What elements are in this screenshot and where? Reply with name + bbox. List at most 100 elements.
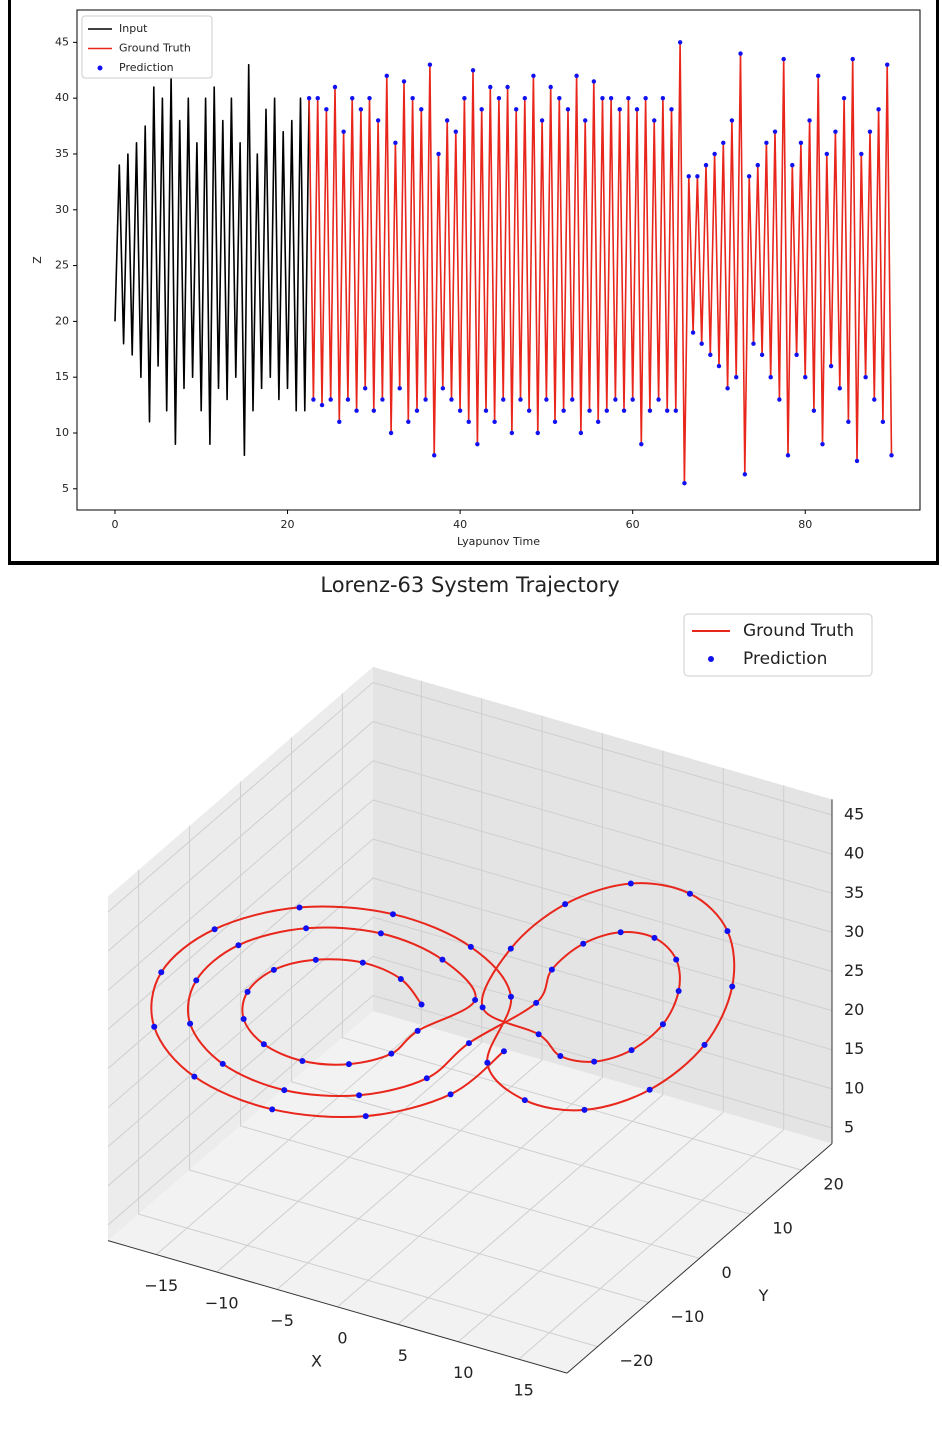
y-tick-label: 20 [823, 1175, 843, 1194]
chart-title: Lorenz-63 System Trajectory [320, 573, 619, 597]
legend-label: Ground Truth [743, 621, 854, 641]
plot-frame [76, 9, 921, 511]
prediction-point [651, 934, 658, 941]
grid-line [107, 760, 833, 991]
prediction-point [794, 352, 799, 358]
prediction-point [488, 84, 493, 90]
y-tick-label: 30 [55, 203, 69, 216]
prediction-point [574, 73, 579, 79]
prediction-point [219, 1060, 226, 1067]
prediction-point [686, 890, 693, 897]
x-tick-label: 0 [111, 518, 118, 531]
prediction-point [686, 174, 691, 179]
prediction-point [581, 1106, 588, 1113]
prediction-point [617, 107, 622, 112]
prediction-point [669, 107, 674, 112]
prediction-point [518, 397, 523, 402]
prediction-point [889, 453, 894, 458]
x-tick-label: 20 [281, 518, 295, 531]
prediction-point [306, 95, 312, 101]
prediction-point [414, 408, 420, 413]
prediction-point [187, 1020, 194, 1027]
prediction-point [484, 1059, 491, 1066]
prediction-point [608, 95, 614, 101]
grid-line [138, 869, 598, 1348]
prediction-point [643, 95, 648, 101]
y-tick-label: 5 [62, 482, 69, 495]
prediction-point [367, 95, 372, 101]
prediction-point [867, 129, 873, 134]
prediction-point [755, 162, 760, 168]
prediction-point [521, 1097, 528, 1104]
prediction-point [628, 1047, 635, 1054]
prediction-point [533, 999, 540, 1006]
prediction-point [811, 408, 817, 413]
prediction-point [467, 943, 474, 950]
grid-line [107, 838, 833, 1069]
prediction-point [764, 140, 769, 146]
prediction-point [375, 118, 381, 123]
prediction-point [319, 402, 325, 408]
prediction-point [580, 940, 587, 947]
prediction-point [470, 68, 476, 73]
grid-line [276, 715, 543, 1290]
prediction-point [880, 419, 886, 425]
z-tick-label: 20 [844, 1000, 864, 1019]
prediction-point [647, 408, 653, 413]
prediction-point [746, 174, 752, 179]
prediction-point [384, 73, 389, 79]
prediction-point [824, 151, 830, 157]
grid-line [457, 768, 724, 1343]
legend-box [81, 15, 213, 79]
prediction-point [354, 408, 359, 413]
grid-line [518, 785, 785, 1360]
y-tick-label: −20 [620, 1351, 654, 1370]
grid-line [341, 693, 802, 1171]
prediction-point [447, 1091, 454, 1098]
z-tick-label: 15 [844, 1039, 864, 1058]
prediction-point [449, 397, 454, 402]
legend-marker [97, 65, 103, 71]
y-tick-label: 25 [55, 259, 69, 272]
prediction-point [595, 419, 601, 425]
prediction-point [492, 419, 497, 425]
prediction-point [682, 481, 687, 486]
z-tick-label: 25 [844, 961, 864, 980]
legend-label: Prediction [119, 61, 174, 74]
prediction-point [583, 118, 588, 123]
prediction-point [803, 374, 808, 380]
prediction-point [427, 62, 433, 67]
grid-line [216, 698, 483, 1273]
prediction-point [729, 118, 735, 123]
prediction-point [345, 1061, 352, 1068]
prediction-point [151, 1023, 158, 1030]
y-tick-label: 10 [772, 1219, 792, 1238]
prediction-point [690, 330, 696, 335]
x-tick-label: 15 [514, 1381, 534, 1400]
z-tick-label: 30 [844, 922, 864, 941]
prediction-point [738, 51, 743, 56]
prediction-point [345, 397, 351, 402]
axis-line [566, 1143, 833, 1374]
prediction-point [389, 911, 396, 918]
prediction-point [457, 408, 463, 413]
prediction-point [759, 352, 765, 358]
grid-line [291, 737, 751, 1215]
prediction-point [240, 1016, 247, 1023]
prediction-point [659, 1021, 666, 1028]
prediction-point [406, 419, 411, 425]
prediction-point [432, 453, 437, 458]
prediction-point [350, 95, 355, 101]
x-tick-label: −15 [144, 1276, 178, 1295]
prediction-point [833, 129, 838, 134]
prediction-point [646, 1086, 653, 1093]
prediction-point [324, 107, 329, 112]
legend-label: Ground Truth [119, 42, 191, 55]
y-axis-label: Z [31, 256, 44, 264]
prediction-point [244, 988, 251, 995]
prediction-point [673, 956, 680, 963]
prediction-point [531, 73, 536, 79]
prediction-point [393, 140, 398, 146]
